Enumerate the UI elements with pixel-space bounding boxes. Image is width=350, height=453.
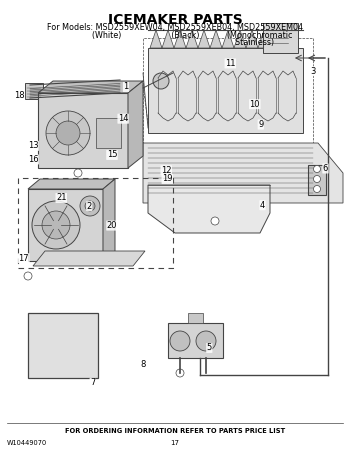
Bar xyxy=(38,93,128,168)
Text: 3: 3 xyxy=(310,67,316,76)
Circle shape xyxy=(170,331,190,351)
Bar xyxy=(18,178,173,268)
Circle shape xyxy=(80,196,100,216)
Bar xyxy=(308,165,326,195)
Text: 9: 9 xyxy=(258,120,263,129)
Circle shape xyxy=(314,175,321,183)
Bar xyxy=(148,48,303,133)
Circle shape xyxy=(314,165,321,173)
Circle shape xyxy=(85,201,95,211)
Text: 15: 15 xyxy=(107,150,117,159)
Polygon shape xyxy=(282,30,294,48)
Polygon shape xyxy=(174,30,186,48)
Text: 13: 13 xyxy=(28,141,38,150)
Polygon shape xyxy=(258,30,270,48)
Text: 12: 12 xyxy=(161,166,172,175)
Text: 18: 18 xyxy=(14,91,24,100)
Polygon shape xyxy=(38,81,143,93)
Text: For Models: MSD2559XEW04, MSD2559XEB04, MSD2559XEM04: For Models: MSD2559XEW04, MSD2559XEB04, … xyxy=(47,23,303,32)
Circle shape xyxy=(46,111,90,155)
Circle shape xyxy=(56,121,80,145)
Bar xyxy=(28,189,103,261)
Text: (White)                    (Black)           (Monochromatic: (White) (Black) (Monochromatic xyxy=(57,31,293,40)
Text: 17: 17 xyxy=(19,254,29,263)
Bar xyxy=(96,118,121,148)
Polygon shape xyxy=(28,179,115,189)
Text: 4: 4 xyxy=(260,201,265,210)
Text: W10449070: W10449070 xyxy=(7,440,47,446)
Polygon shape xyxy=(103,179,115,261)
Circle shape xyxy=(42,211,70,239)
Polygon shape xyxy=(143,143,343,203)
Text: 16: 16 xyxy=(28,155,38,164)
Text: 20: 20 xyxy=(107,221,117,230)
Polygon shape xyxy=(148,185,270,233)
Circle shape xyxy=(24,272,32,280)
Text: 1: 1 xyxy=(123,82,129,92)
Polygon shape xyxy=(222,30,234,48)
Circle shape xyxy=(211,217,219,225)
Circle shape xyxy=(74,169,82,177)
Circle shape xyxy=(176,369,184,377)
Text: 2: 2 xyxy=(87,202,92,211)
Text: 11: 11 xyxy=(225,59,236,68)
Polygon shape xyxy=(162,30,174,48)
Polygon shape xyxy=(234,30,246,48)
Polygon shape xyxy=(270,30,282,48)
Text: 19: 19 xyxy=(162,174,173,183)
Circle shape xyxy=(196,331,216,351)
Polygon shape xyxy=(210,30,222,48)
Text: 6: 6 xyxy=(323,164,328,173)
Text: 5: 5 xyxy=(206,343,212,352)
Text: 14: 14 xyxy=(118,114,128,123)
Bar xyxy=(263,23,298,53)
Circle shape xyxy=(32,201,80,249)
Bar xyxy=(25,83,43,99)
Circle shape xyxy=(153,73,169,89)
Text: 21: 21 xyxy=(56,193,66,202)
Text: ICEMAKER PARTS: ICEMAKER PARTS xyxy=(108,13,242,27)
Polygon shape xyxy=(246,30,258,48)
Bar xyxy=(188,313,203,323)
Bar xyxy=(28,313,98,378)
Bar xyxy=(115,85,127,95)
Text: 7: 7 xyxy=(90,378,96,387)
Bar xyxy=(168,323,223,358)
Circle shape xyxy=(314,185,321,193)
Bar xyxy=(143,38,313,143)
Text: FOR ORDERING INFORMATION REFER TO PARTS PRICE LIST: FOR ORDERING INFORMATION REFER TO PARTS … xyxy=(65,428,285,434)
Polygon shape xyxy=(198,30,210,48)
Text: 17: 17 xyxy=(170,440,180,446)
Text: 10: 10 xyxy=(250,100,260,109)
Polygon shape xyxy=(186,30,198,48)
Text: 8: 8 xyxy=(140,360,146,369)
Polygon shape xyxy=(128,81,143,168)
Polygon shape xyxy=(150,30,162,48)
Text: Stainless): Stainless) xyxy=(76,38,274,47)
Polygon shape xyxy=(33,251,145,266)
